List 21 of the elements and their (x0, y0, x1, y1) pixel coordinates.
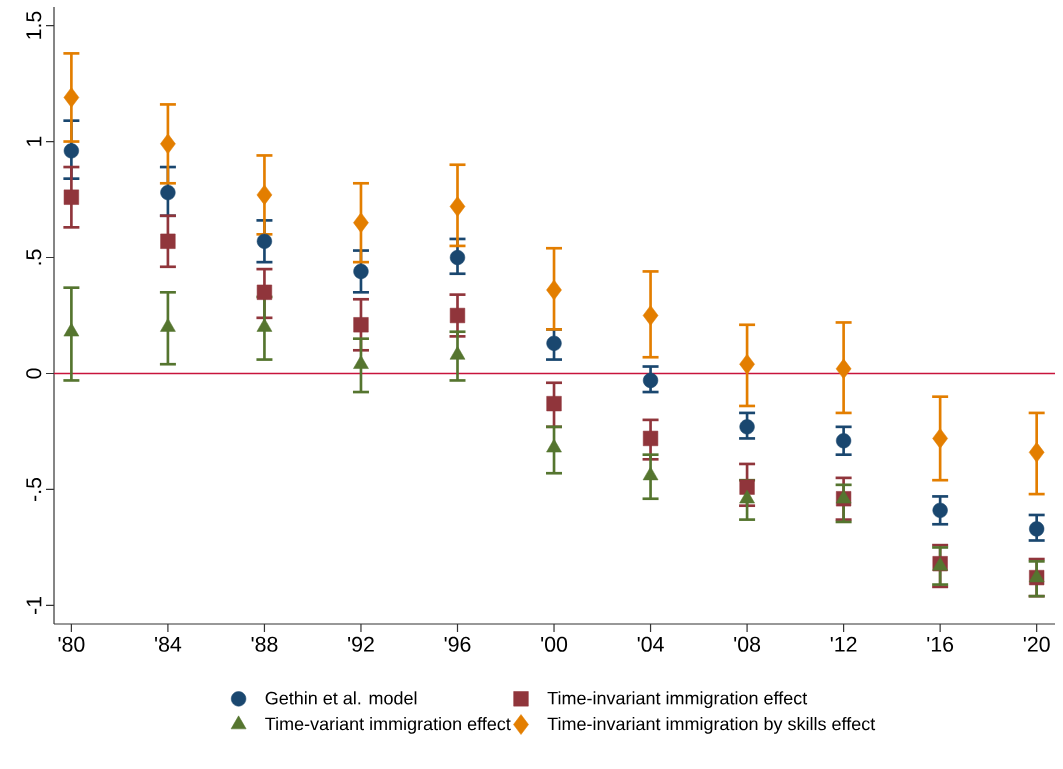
x-tick-label: '04 (637, 636, 664, 652)
x-tick-label: '88 (251, 636, 278, 652)
x-tick-label: '84 (155, 636, 182, 652)
legend-label: Time-variant immigration effect (265, 717, 511, 734)
x-tick-label: '16 (927, 636, 954, 652)
y-tick-label: .5 (26, 249, 42, 265)
x-tick-label: '12 (830, 636, 857, 652)
y-tick-label: 1.5 (26, 11, 42, 39)
legend-label: Time-invariant immigration by skills effect (547, 717, 876, 734)
legend-label: Time-invariant immigration effect (547, 691, 808, 709)
x-tick-label: '20 (1023, 636, 1050, 652)
x-tick-label: '80 (58, 636, 85, 652)
y-tick-label: -.5 (26, 477, 42, 501)
x-tick-label: '00 (541, 636, 568, 652)
x-tick-label: '92 (348, 636, 374, 652)
y-tick-label: 0 (26, 368, 42, 379)
y-tick-label: 1 (26, 136, 42, 146)
x-tick-label: '08 (734, 636, 761, 652)
y-tick-label: -1 (26, 597, 42, 614)
legend-label: Gethin et al. model (265, 691, 417, 705)
x-tick-label: '96 (444, 636, 471, 652)
